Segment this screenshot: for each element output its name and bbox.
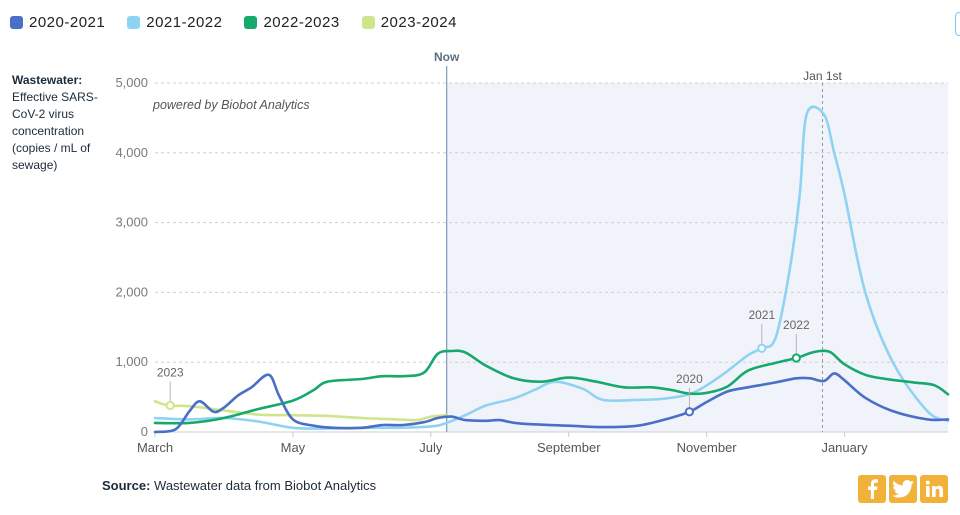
- annotation-marker: [791, 353, 801, 363]
- legend-item-2020-2021[interactable]: 2020-2021: [10, 14, 105, 31]
- source-text: Wastewater data from Biobot Analytics: [154, 478, 377, 493]
- linkedin-icon[interactable]: [920, 475, 948, 503]
- x-tick-label: March: [137, 440, 173, 455]
- y-axis-title: Wastewater:: [12, 73, 83, 87]
- x-tick-label: July: [419, 440, 443, 455]
- source-label: Source:: [102, 478, 151, 493]
- legend-item-2022-2023[interactable]: 2022-2023: [244, 14, 339, 31]
- legend-swatch: [10, 16, 23, 29]
- x-tick-label: September: [537, 440, 601, 455]
- annotation-marker: [757, 343, 767, 353]
- legend-label: 2023-2024: [380, 14, 457, 31]
- series-line-2022-2023: [153, 349, 950, 425]
- x-tick-label: January: [821, 440, 868, 455]
- x-tick-label: May: [281, 440, 306, 455]
- annotation-label: 2020: [676, 372, 703, 386]
- legend-swatch: [244, 16, 258, 29]
- x-tick-label: November: [677, 440, 738, 455]
- legend-item-2023-2024[interactable]: 2023-2024: [361, 14, 457, 31]
- legend-label: 2021-2022: [146, 14, 223, 31]
- legend-item-2021-2022[interactable]: 2021-2022: [127, 14, 222, 31]
- social-share: [858, 475, 948, 503]
- y-axis-description: Wastewater: Effective SARS-CoV-2 virus c…: [12, 72, 102, 174]
- twitter-icon[interactable]: [889, 475, 917, 503]
- facebook-icon[interactable]: [858, 475, 886, 503]
- annotation-label: 2022: [783, 318, 810, 332]
- watermark: powered by Biobot Analytics: [152, 98, 310, 112]
- legend-label: 2022-2023: [263, 14, 340, 31]
- annotation-label: 2023: [157, 365, 184, 379]
- legend-swatch: [361, 16, 375, 29]
- y-tick-label: 3,000: [115, 215, 148, 230]
- annotation-label: 2021: [748, 308, 775, 322]
- annotation-marker: [684, 407, 695, 417]
- series-line-2020-2021: [153, 372, 950, 434]
- now-label: Now: [434, 50, 460, 64]
- y-tick-label: 4,000: [115, 145, 148, 160]
- y-tick-label: 1,000: [115, 354, 148, 369]
- legend-label: 2020-2021: [29, 14, 106, 31]
- source-note: Source: Wastewater data from Biobot Anal…: [102, 478, 376, 493]
- legend: 2020-2021 2021-2022 2022-2023 2023-2024: [10, 14, 457, 31]
- side-panel-tab[interactable]: [955, 12, 960, 36]
- annotation-marker: [165, 400, 175, 411]
- series-line-2023-2024: [153, 400, 448, 422]
- jan1-label: Jan 1st: [803, 69, 842, 83]
- y-tick-label: 0: [141, 424, 148, 439]
- legend-swatch: [127, 16, 141, 29]
- y-axis-subtitle: Effective SARS-CoV-2 virus concentration…: [12, 90, 98, 172]
- y-tick-label: 2,000: [115, 284, 148, 299]
- y-tick-label: 5,000: [115, 75, 148, 90]
